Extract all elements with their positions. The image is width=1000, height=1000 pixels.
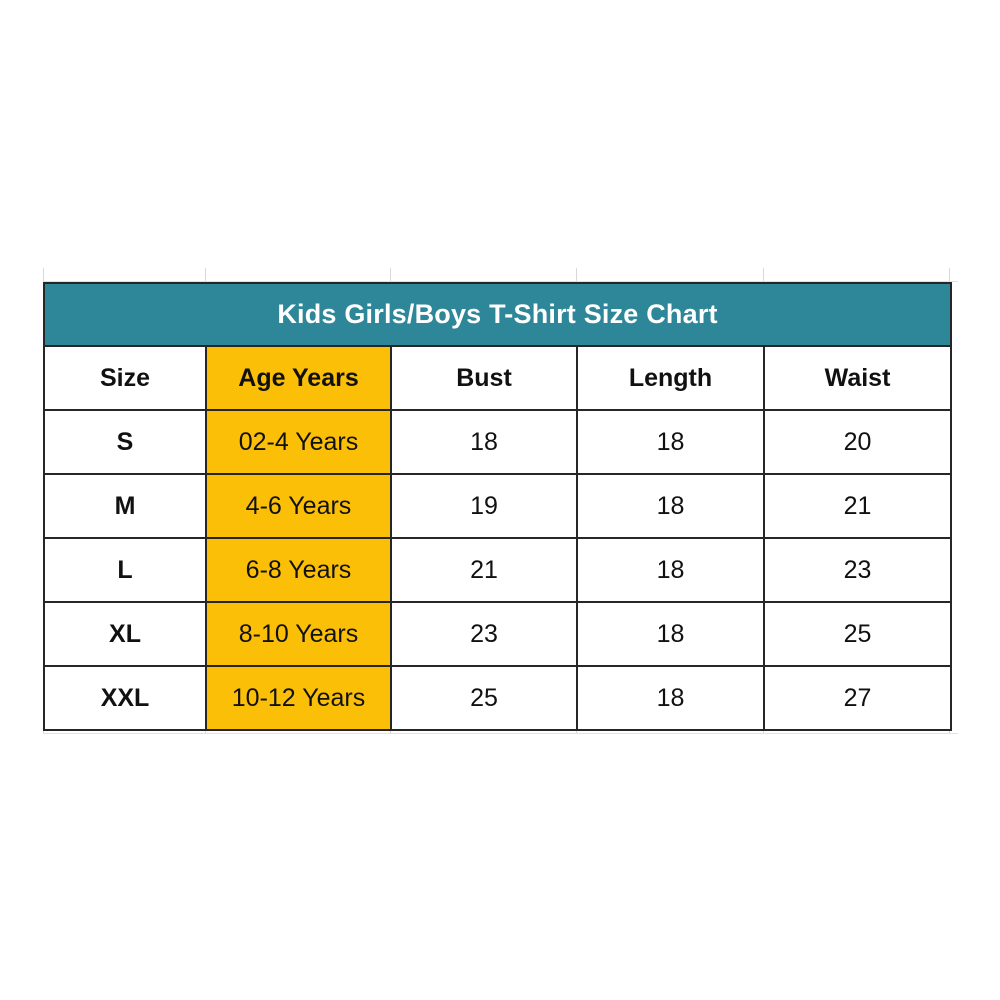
table-row: M 4-6 Years 19 18 21 xyxy=(43,473,953,539)
cell-bust: 19 xyxy=(390,473,578,539)
column-header-waist: Waist xyxy=(762,345,953,411)
cell-waist: 20 xyxy=(762,409,953,475)
cell-bust: 23 xyxy=(390,601,578,667)
cell-length: 18 xyxy=(576,473,765,539)
cell-size: XL xyxy=(43,601,207,667)
table-row: XXL 10-12 Years 25 18 27 xyxy=(43,665,953,731)
column-header-bust: Bust xyxy=(390,345,578,411)
cell-waist: 23 xyxy=(762,537,953,603)
gridline-stub-row-bottom xyxy=(43,733,958,734)
cell-size: L xyxy=(43,537,207,603)
cell-age: 10-12 Years xyxy=(205,665,392,731)
cell-size: S xyxy=(43,409,207,475)
size-chart-table: Kids Girls/Boys T-Shirt Size Chart Size … xyxy=(42,282,953,731)
cell-bust: 21 xyxy=(390,537,578,603)
column-header-size: Size xyxy=(43,345,207,411)
chart-title: Kids Girls/Boys T-Shirt Size Chart xyxy=(42,282,953,347)
table-header-row: Size Age Years Bust Length Waist xyxy=(43,345,953,411)
cell-length: 18 xyxy=(576,601,765,667)
table-row: XL 8-10 Years 23 18 25 xyxy=(43,601,953,667)
column-header-age-years: Age Years xyxy=(205,345,392,411)
cell-size: M xyxy=(43,473,207,539)
cell-length: 18 xyxy=(576,537,765,603)
cell-age: 4-6 Years xyxy=(205,473,392,539)
cell-bust: 25 xyxy=(390,665,578,731)
cell-waist: 27 xyxy=(762,665,953,731)
cell-age: 02-4 Years xyxy=(205,409,392,475)
cell-waist: 25 xyxy=(762,601,953,667)
table-row: L 6-8 Years 21 18 23 xyxy=(43,537,953,603)
cell-waist: 21 xyxy=(762,473,953,539)
cell-age: 6-8 Years xyxy=(205,537,392,603)
cell-size: XXL xyxy=(43,665,207,731)
cell-length: 18 xyxy=(576,409,765,475)
table-row: S 02-4 Years 18 18 20 xyxy=(43,409,953,475)
cell-length: 18 xyxy=(576,665,765,731)
column-header-length: Length xyxy=(576,345,765,411)
cell-bust: 18 xyxy=(390,409,578,475)
cell-age: 8-10 Years xyxy=(205,601,392,667)
table-title-row: Kids Girls/Boys T-Shirt Size Chart xyxy=(42,282,953,347)
